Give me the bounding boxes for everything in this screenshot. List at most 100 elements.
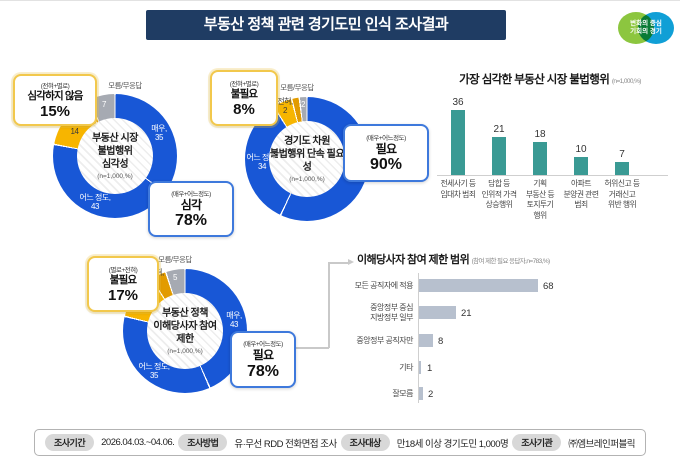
bar-item: 21 <box>479 93 519 175</box>
survey-agency: 조사기관 ㈜엠브레인퍼블릭 <box>512 434 635 451</box>
callout-necessary: (매우+어느정도) 필요 90% <box>343 124 429 182</box>
hbar-value: 2 <box>428 389 434 400</box>
donut-center: 부동산 정책 이해당사자 참여 제한 (n=1,000,%) <box>147 293 223 369</box>
callout-label: 심각 <box>180 197 202 212</box>
survey-agency-label: 조사기관 <box>512 434 562 451</box>
bar-item: 10 <box>561 93 601 175</box>
survey-agency-value: ㈜엠브레인퍼블릭 <box>568 438 635 450</box>
survey-period: 조사기간 2026.04.03.~04.06. <box>45 434 175 451</box>
bar <box>451 109 465 175</box>
survey-period-label: 조사기간 <box>45 434 95 451</box>
bar <box>492 137 506 175</box>
y-axis-line <box>418 273 419 403</box>
bar-item: 7 <box>602 93 642 175</box>
survey-method: 조사방법 유·무선 RDD 전화면접 조사 <box>178 434 337 451</box>
callout-label: 필요 <box>252 348 274 363</box>
hbar-bar <box>419 361 421 374</box>
callout-percent: 78% <box>174 212 208 229</box>
donut-center-title: 부동산 시장 불법행위 심각성 <box>92 133 138 170</box>
bar <box>615 162 629 175</box>
callout-percent: 17% <box>107 286 139 304</box>
bar-category-label: 허위신고 등 거래신고 위반 행위 <box>604 179 640 210</box>
bar-item: 36 <box>438 93 478 175</box>
bar-value: 21 <box>493 124 505 135</box>
hbar-bar <box>419 279 538 292</box>
callout-unnecessary: (전혀+별로) 불필요 8% <box>210 70 278 126</box>
slice-value-dont-know: 5 <box>173 273 177 282</box>
callout-label: 심각하지 않음 <box>27 90 83 103</box>
bar-chart-sample-size: (n=1,000,%) <box>611 78 642 85</box>
slice-label-somewhat: 어느 정도, 35 <box>138 362 170 381</box>
slice-label-very: 매우, 35 <box>151 124 167 143</box>
callout-label: 불필요 <box>230 88 258 101</box>
callout-unnecessary: (별로+전혀) 불필요 17% <box>87 256 159 312</box>
callout-percent: 78% <box>246 362 280 380</box>
slice-label-very: 매우, 43 <box>226 311 242 330</box>
callout-percent: 8% <box>233 100 255 118</box>
hbar-value: 1 <box>427 363 433 374</box>
slice-label-not-at-all: 전혀, 2 <box>277 97 293 116</box>
callout-necessary: (매우+어느정도) 필요 78% <box>230 331 296 388</box>
survey-method-value: 유·무선 RDD 전화면접 조사 <box>234 438 337 450</box>
connector-line <box>329 262 348 264</box>
hbar-bar <box>419 387 423 400</box>
survey-info-bar: 조사기간 2026.04.03.~04.06. 조사방법 유·무선 RDD 전화… <box>34 429 646 456</box>
bar-value: 18 <box>534 129 546 141</box>
logo-text: 변화의 중심 기회의 경기 <box>630 20 662 36</box>
donut-center: 부동산 시장 불법행위 심각성 (n=1,000,%) <box>77 118 153 194</box>
slice-label-dont-know: 모름/무응답 <box>108 81 142 90</box>
hbar-category-label: 중앙정부 공직자만 <box>356 336 413 345</box>
hbar-chart-sample-size: (참여 제한 필요 응답자,n=783,%) <box>471 258 551 265</box>
connector-line <box>328 262 330 348</box>
survey-period-value: 2026.04.03.~04.06. <box>101 437 175 448</box>
hbar-value: 8 <box>438 336 444 347</box>
callout-percent: 15% <box>39 102 71 120</box>
donut-sample-size: (n=1,000,%) <box>97 173 133 180</box>
bar-category-label: 전세사기 등 임대차 범죄 <box>440 179 476 199</box>
bar-chart-title-text: 가장 심각한 부동산 시장 불법행위 <box>459 74 610 86</box>
bar-value: 36 <box>452 96 464 108</box>
donut-sample-size: (n=1,000,%) <box>167 348 203 355</box>
callout-condition: (매우+어느정도) <box>366 134 406 142</box>
slice-label-somewhat: 어느 정도, 34 <box>246 153 278 172</box>
survey-target-value: 만18세 이상 경기도민 1,000명 <box>396 438 509 450</box>
callout-condition: (매우+어느정도) <box>171 190 211 198</box>
callout-label: 불필요 <box>109 274 137 287</box>
bar-value: 10 <box>575 143 587 155</box>
bar-category-label: 담합 등 인위적 가격 상승행위 <box>481 179 517 210</box>
bar-category-label: 아파트 분양권 관련 범죄 <box>563 179 599 210</box>
slice-value-dont-know: 2 <box>301 100 305 109</box>
callout-condition: (매우+어느정도) <box>243 341 283 349</box>
bar-chart-title: 가장 심각한 부동산 시장 불법행위 (n=1,000,%) <box>428 71 672 87</box>
slice-label-dont-know: 모름/무응답 <box>280 83 314 92</box>
callout-percent: 90% <box>369 156 403 173</box>
bar-category-label: 기획 부동산 등 토지투기 행위 <box>525 179 555 220</box>
gyeonggi-province-logo: 변화의 중심 기회의 경기 <box>616 6 676 50</box>
callout-condition: (전혀+별로) <box>40 83 70 91</box>
connector-line <box>291 347 329 349</box>
callout-condition: (전혀+별로) <box>229 81 259 89</box>
survey-target-label: 조사대상 <box>340 434 390 451</box>
donut-center-title: 경기도 차원 불법행위 단속 필요성 <box>269 136 345 173</box>
connector-arrow-icon <box>348 259 354 265</box>
hbar-category-label: 모든 공직자에 적용 <box>354 281 414 290</box>
hbar-value: 21 <box>461 308 472 319</box>
hbar-bar <box>419 334 433 347</box>
donut-center-title: 부동산 정책 이해당사자 참여 제한 <box>153 308 217 345</box>
callout-not-serious: (전혀+별로) 심각하지 않음 15% <box>13 74 97 126</box>
donut-sample-size: (n=1,000,%) <box>289 176 325 183</box>
hbar-category-label: 잘모름 <box>392 389 413 398</box>
callout-label: 필요 <box>375 141 397 156</box>
slice-label-dont-know: 모름/무응답 <box>158 255 192 264</box>
survey-target: 조사대상 만18세 이상 경기도민 1,000명 <box>340 434 509 451</box>
slice-label-somewhat: 어느 정도, 43 <box>79 193 111 212</box>
slice-value-dont-know: 7 <box>102 100 106 109</box>
callout-condition: (별로+전혀) <box>108 267 138 275</box>
callout-serious: (매우+어느정도) 심각 78% <box>148 181 234 237</box>
donut-center: 경기도 차원 불법행위 단속 필요성 (n=1,000,%) <box>269 121 345 197</box>
hbar-chart-title-text: 이해당사자 참여 제한 범위 <box>357 254 470 266</box>
bar-value: 7 <box>619 149 625 161</box>
hbar-value: 68 <box>543 281 554 292</box>
hbar-category-label: 기타 <box>399 363 413 372</box>
